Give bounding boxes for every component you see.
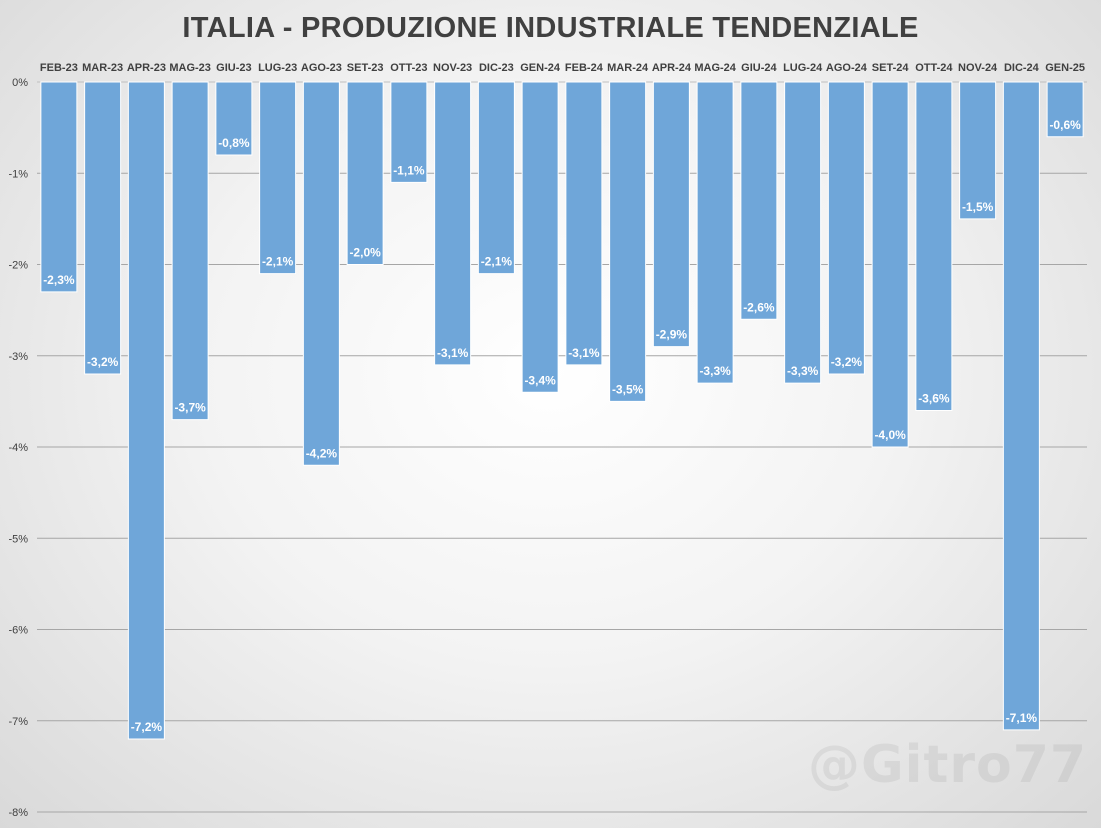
x-tick-label: MAR-24 [607, 62, 649, 74]
data-label: -0,6% [1049, 118, 1081, 132]
bar [1002, 81, 1040, 731]
chart-title: ITALIA - PRODUZIONE INDUSTRIALE TENDENZI… [182, 12, 919, 44]
data-label: -4,2% [306, 446, 338, 460]
data-label: -2,0% [349, 246, 381, 260]
bar [171, 81, 209, 421]
x-tick-label: GIU-23 [216, 62, 251, 74]
bar [259, 81, 297, 275]
data-label: -2,9% [656, 328, 688, 342]
bar [215, 81, 253, 156]
x-tick-label: NOV-24 [958, 62, 998, 74]
data-label: -4,0% [874, 428, 906, 442]
y-tick-label: -4% [8, 442, 28, 454]
y-tick-label: 0% [12, 77, 28, 89]
bar [565, 81, 603, 366]
bar [346, 81, 384, 265]
bar [477, 81, 515, 275]
data-label: -1,5% [962, 200, 994, 214]
x-tick-label: APR-24 [652, 62, 692, 74]
x-tick-label: DIC-24 [1004, 62, 1040, 74]
y-tick-label: -3% [8, 351, 28, 363]
x-tick-label: SET-24 [872, 62, 910, 74]
bar [609, 81, 647, 402]
data-label: -7,1% [1006, 711, 1038, 725]
x-tick-label: MAG-24 [694, 62, 736, 74]
x-tick-label: FEB-24 [565, 62, 604, 74]
bar [40, 81, 78, 293]
data-label: -3,6% [918, 392, 950, 406]
bar [302, 81, 340, 466]
bar [827, 81, 865, 375]
data-label: -2,3% [43, 273, 75, 287]
x-tick-label: DIC-23 [479, 62, 514, 74]
x-tick-label: NOV-23 [433, 62, 472, 74]
data-label: -3,4% [524, 373, 556, 387]
x-tick-label: MAR-23 [82, 62, 123, 74]
data-label: -2,1% [481, 255, 513, 269]
x-tick-label: AGO-23 [301, 62, 342, 74]
x-tick-label: SET-23 [347, 62, 384, 74]
y-tick-label: -1% [8, 168, 28, 180]
x-tick-label: OTT-23 [390, 62, 427, 74]
bar [434, 81, 472, 366]
bar [1046, 81, 1084, 138]
x-tick-label: LUG-24 [783, 62, 823, 74]
data-label: -2,1% [262, 255, 294, 269]
data-label: -3,2% [87, 355, 119, 369]
data-label: -3,1% [437, 346, 469, 360]
bar [127, 81, 165, 740]
x-tick-label: APR-23 [127, 62, 166, 74]
data-label: -1,1% [393, 163, 425, 177]
x-tick-label: LUG-23 [258, 62, 297, 74]
bar [959, 81, 997, 220]
data-label: -7,2% [131, 720, 163, 734]
bar [390, 81, 428, 183]
x-tick-label: MAG-23 [169, 62, 211, 74]
bar [740, 81, 778, 320]
data-label: -3,2% [831, 355, 863, 369]
bar [784, 81, 822, 384]
bar [915, 81, 953, 411]
data-label: -2,6% [743, 300, 775, 314]
data-label: -3,3% [699, 364, 731, 378]
data-label: -3,5% [612, 382, 644, 396]
watermark: @Gitro77 [808, 735, 1088, 795]
y-tick-label: -8% [8, 807, 28, 819]
bar [696, 81, 734, 384]
x-tick-label: GEN-25 [1045, 62, 1085, 74]
y-tick-label: -6% [8, 625, 28, 637]
bar [84, 81, 122, 375]
y-tick-label: -5% [8, 533, 28, 545]
x-tick-label: OTT-24 [915, 62, 953, 74]
bar [652, 81, 690, 348]
x-tick-label: FEB-23 [40, 62, 78, 74]
data-label: -3,3% [787, 364, 819, 378]
y-tick-label: -7% [8, 716, 28, 728]
x-tick-label: GEN-24 [520, 62, 561, 74]
bar [871, 81, 909, 448]
y-tick-label: -2% [8, 260, 28, 272]
data-label: -0,8% [218, 136, 250, 150]
x-tick-label: AGO-24 [826, 62, 868, 74]
x-tick-label: GIU-24 [741, 62, 777, 74]
data-label: -3,1% [568, 346, 600, 360]
data-label: -3,7% [174, 401, 206, 415]
bar [521, 81, 559, 393]
